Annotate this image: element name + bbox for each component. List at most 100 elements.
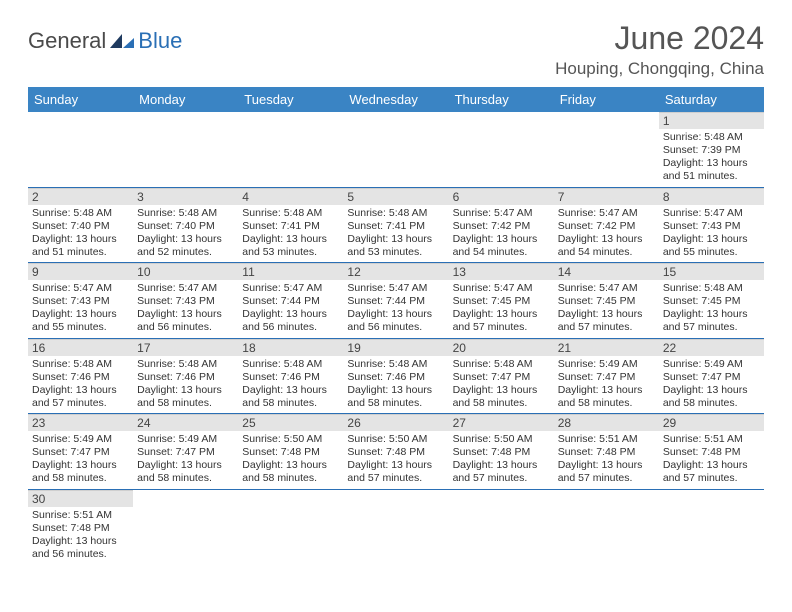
dayname-tue: Tuesday xyxy=(238,87,343,112)
day-number: 21 xyxy=(554,339,659,356)
day-number: 12 xyxy=(343,263,448,280)
header: General Blue June 2024 Houping, Chongqin… xyxy=(28,20,764,79)
day-details: Sunrise: 5:48 AMSunset: 7:46 PMDaylight:… xyxy=(343,356,448,414)
logo-text-blue: Blue xyxy=(138,28,182,54)
day-number: 27 xyxy=(449,414,554,431)
calendar-cell: 10Sunrise: 5:47 AMSunset: 7:43 PMDayligh… xyxy=(133,263,238,339)
calendar-body: 1Sunrise: 5:48 AMSunset: 7:39 PMDaylight… xyxy=(28,112,764,564)
day-number: 26 xyxy=(343,414,448,431)
day-number: 5 xyxy=(343,188,448,205)
calendar-cell: 3Sunrise: 5:48 AMSunset: 7:40 PMDaylight… xyxy=(133,187,238,263)
day-number: 18 xyxy=(238,339,343,356)
day-details: Sunrise: 5:48 AMSunset: 7:41 PMDaylight:… xyxy=(238,205,343,263)
day-details: Sunrise: 5:48 AMSunset: 7:47 PMDaylight:… xyxy=(449,356,554,414)
day-number: 19 xyxy=(343,339,448,356)
day-number: 2 xyxy=(28,188,133,205)
day-details: Sunrise: 5:47 AMSunset: 7:42 PMDaylight:… xyxy=(449,205,554,263)
dayname-sat: Saturday xyxy=(659,87,764,112)
calendar-cell xyxy=(343,489,448,564)
day-details: Sunrise: 5:51 AMSunset: 7:48 PMDaylight:… xyxy=(28,507,133,565)
calendar-week-row: 16Sunrise: 5:48 AMSunset: 7:46 PMDayligh… xyxy=(28,338,764,414)
calendar-cell: 7Sunrise: 5:47 AMSunset: 7:42 PMDaylight… xyxy=(554,187,659,263)
day-details: Sunrise: 5:47 AMSunset: 7:45 PMDaylight:… xyxy=(554,280,659,338)
day-number: 1 xyxy=(659,112,764,129)
dayname-sun: Sunday xyxy=(28,87,133,112)
calendar-cell: 1Sunrise: 5:48 AMSunset: 7:39 PMDaylight… xyxy=(659,112,764,187)
day-details: Sunrise: 5:48 AMSunset: 7:45 PMDaylight:… xyxy=(659,280,764,338)
day-number: 29 xyxy=(659,414,764,431)
day-details: Sunrise: 5:49 AMSunset: 7:47 PMDaylight:… xyxy=(554,356,659,414)
calendar-cell: 8Sunrise: 5:47 AMSunset: 7:43 PMDaylight… xyxy=(659,187,764,263)
day-number: 15 xyxy=(659,263,764,280)
day-number: 6 xyxy=(449,188,554,205)
logo-text-general: General xyxy=(28,28,106,54)
calendar-cell: 6Sunrise: 5:47 AMSunset: 7:42 PMDaylight… xyxy=(449,187,554,263)
day-number: 9 xyxy=(28,263,133,280)
dayname-mon: Monday xyxy=(133,87,238,112)
day-details: Sunrise: 5:47 AMSunset: 7:44 PMDaylight:… xyxy=(238,280,343,338)
calendar-cell xyxy=(343,112,448,187)
calendar-cell: 17Sunrise: 5:48 AMSunset: 7:46 PMDayligh… xyxy=(133,338,238,414)
day-details: Sunrise: 5:51 AMSunset: 7:48 PMDaylight:… xyxy=(554,431,659,489)
calendar-cell: 26Sunrise: 5:50 AMSunset: 7:48 PMDayligh… xyxy=(343,414,448,490)
calendar-cell xyxy=(133,112,238,187)
day-details: Sunrise: 5:51 AMSunset: 7:48 PMDaylight:… xyxy=(659,431,764,489)
day-details: Sunrise: 5:49 AMSunset: 7:47 PMDaylight:… xyxy=(659,356,764,414)
calendar-cell: 22Sunrise: 5:49 AMSunset: 7:47 PMDayligh… xyxy=(659,338,764,414)
day-number: 16 xyxy=(28,339,133,356)
day-details: Sunrise: 5:47 AMSunset: 7:43 PMDaylight:… xyxy=(133,280,238,338)
calendar-table: Sunday Monday Tuesday Wednesday Thursday… xyxy=(28,87,764,564)
calendar-cell: 12Sunrise: 5:47 AMSunset: 7:44 PMDayligh… xyxy=(343,263,448,339)
calendar-cell xyxy=(554,489,659,564)
calendar-cell xyxy=(238,489,343,564)
calendar-week-row: 9Sunrise: 5:47 AMSunset: 7:43 PMDaylight… xyxy=(28,263,764,339)
logo-sail-icon xyxy=(108,32,136,50)
calendar-cell: 11Sunrise: 5:47 AMSunset: 7:44 PMDayligh… xyxy=(238,263,343,339)
day-number: 7 xyxy=(554,188,659,205)
calendar-week-row: 1Sunrise: 5:48 AMSunset: 7:39 PMDaylight… xyxy=(28,112,764,187)
calendar-cell: 21Sunrise: 5:49 AMSunset: 7:47 PMDayligh… xyxy=(554,338,659,414)
calendar-cell: 4Sunrise: 5:48 AMSunset: 7:41 PMDaylight… xyxy=(238,187,343,263)
calendar-cell xyxy=(133,489,238,564)
day-details: Sunrise: 5:49 AMSunset: 7:47 PMDaylight:… xyxy=(28,431,133,489)
day-number: 25 xyxy=(238,414,343,431)
day-details: Sunrise: 5:49 AMSunset: 7:47 PMDaylight:… xyxy=(133,431,238,489)
day-details: Sunrise: 5:47 AMSunset: 7:45 PMDaylight:… xyxy=(449,280,554,338)
calendar-cell: 19Sunrise: 5:48 AMSunset: 7:46 PMDayligh… xyxy=(343,338,448,414)
calendar-cell: 15Sunrise: 5:48 AMSunset: 7:45 PMDayligh… xyxy=(659,263,764,339)
calendar-cell xyxy=(28,112,133,187)
day-details: Sunrise: 5:50 AMSunset: 7:48 PMDaylight:… xyxy=(343,431,448,489)
day-number: 14 xyxy=(554,263,659,280)
day-details: Sunrise: 5:48 AMSunset: 7:46 PMDaylight:… xyxy=(133,356,238,414)
day-details: Sunrise: 5:48 AMSunset: 7:46 PMDaylight:… xyxy=(238,356,343,414)
calendar-cell: 20Sunrise: 5:48 AMSunset: 7:47 PMDayligh… xyxy=(449,338,554,414)
day-number: 23 xyxy=(28,414,133,431)
dayname-wed: Wednesday xyxy=(343,87,448,112)
day-number: 13 xyxy=(449,263,554,280)
day-details: Sunrise: 5:47 AMSunset: 7:43 PMDaylight:… xyxy=(659,205,764,263)
day-details: Sunrise: 5:47 AMSunset: 7:43 PMDaylight:… xyxy=(28,280,133,338)
dayname-row: Sunday Monday Tuesday Wednesday Thursday… xyxy=(28,87,764,112)
calendar-cell xyxy=(554,112,659,187)
calendar-cell: 25Sunrise: 5:50 AMSunset: 7:48 PMDayligh… xyxy=(238,414,343,490)
day-details: Sunrise: 5:47 AMSunset: 7:44 PMDaylight:… xyxy=(343,280,448,338)
day-details: Sunrise: 5:48 AMSunset: 7:46 PMDaylight:… xyxy=(28,356,133,414)
day-number: 30 xyxy=(28,490,133,507)
day-details: Sunrise: 5:48 AMSunset: 7:40 PMDaylight:… xyxy=(133,205,238,263)
calendar-cell: 18Sunrise: 5:48 AMSunset: 7:46 PMDayligh… xyxy=(238,338,343,414)
day-details: Sunrise: 5:50 AMSunset: 7:48 PMDaylight:… xyxy=(238,431,343,489)
day-number: 8 xyxy=(659,188,764,205)
day-details: Sunrise: 5:48 AMSunset: 7:41 PMDaylight:… xyxy=(343,205,448,263)
calendar-cell: 16Sunrise: 5:48 AMSunset: 7:46 PMDayligh… xyxy=(28,338,133,414)
day-number: 11 xyxy=(238,263,343,280)
month-title: June 2024 xyxy=(555,20,764,57)
calendar-cell: 13Sunrise: 5:47 AMSunset: 7:45 PMDayligh… xyxy=(449,263,554,339)
calendar-cell xyxy=(659,489,764,564)
calendar-week-row: 2Sunrise: 5:48 AMSunset: 7:40 PMDaylight… xyxy=(28,187,764,263)
calendar-cell: 30Sunrise: 5:51 AMSunset: 7:48 PMDayligh… xyxy=(28,489,133,564)
calendar-cell: 28Sunrise: 5:51 AMSunset: 7:48 PMDayligh… xyxy=(554,414,659,490)
logo: General Blue xyxy=(28,28,182,54)
day-details: Sunrise: 5:50 AMSunset: 7:48 PMDaylight:… xyxy=(449,431,554,489)
day-number: 4 xyxy=(238,188,343,205)
calendar-cell: 23Sunrise: 5:49 AMSunset: 7:47 PMDayligh… xyxy=(28,414,133,490)
